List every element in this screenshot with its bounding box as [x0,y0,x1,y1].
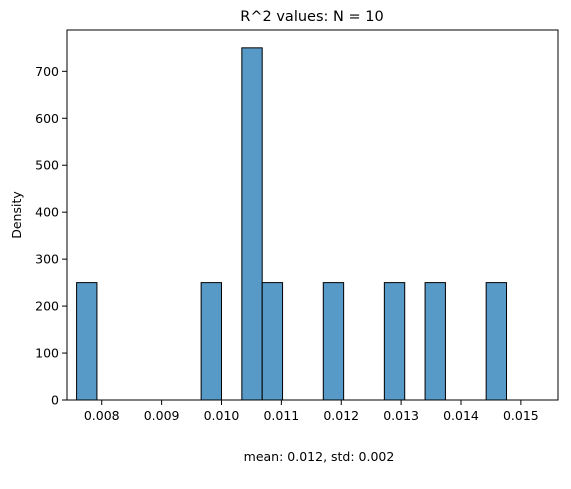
y-tick-label: 500 [35,158,59,173]
y-tick-label: 100 [35,346,59,361]
y-tick-label: 700 [35,64,59,79]
x-tick-label: 0.012 [323,408,359,423]
plot-frame [67,30,558,400]
histogram-bar [77,283,97,400]
x-tick-label: 0.009 [144,408,180,423]
histogram-bar [262,283,282,400]
x-tick-label: 0.014 [443,408,479,423]
x-axis: 0.008 0.009 0.010 0.011 0.012 0.013 0.014 0.015 [84,400,539,423]
y-tick-label: 400 [35,205,59,220]
histogram-bar [201,283,221,400]
y-tick-label: 300 [35,252,59,267]
y-axis: 0 100 200 300 400 500 600 700 [35,64,67,408]
y-axis-label: Density [9,191,24,239]
x-tick-label: 0.008 [84,408,120,423]
y-tick-label: 600 [35,111,59,126]
x-tick-label: 0.013 [383,408,419,423]
y-tick-label: 0 [51,393,59,408]
summary-footnote: mean: 0.012, std: 0.002 [244,449,395,464]
histogram-bar [486,283,506,400]
histogram-bar [425,283,445,400]
x-tick-label: 0.010 [204,408,240,423]
x-tick-label: 0.015 [503,408,539,423]
histogram-bar [242,48,262,400]
y-tick-label: 200 [35,299,59,314]
bars-group [77,48,507,400]
histogram-bar [384,283,404,400]
x-tick-label: 0.011 [263,408,299,423]
histogram-bar [323,283,343,400]
chart-title: R^2 values: N = 10 [240,9,383,25]
